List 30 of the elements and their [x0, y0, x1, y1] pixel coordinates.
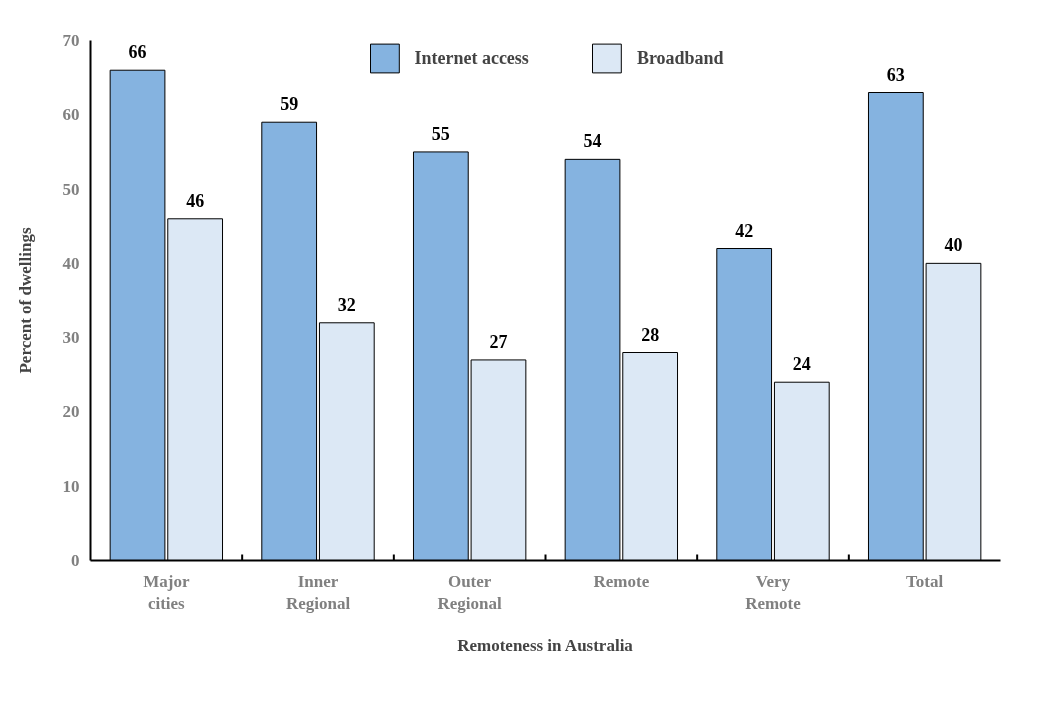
data-label: 59: [280, 94, 299, 115]
data-label: 40: [944, 235, 963, 256]
x-tick-label: Outer Regional: [437, 571, 503, 614]
x-tick-label: Total: [906, 571, 944, 591]
y-tick-label: 70: [62, 31, 80, 50]
data-label: 24: [792, 354, 811, 375]
data-label: 27: [489, 331, 508, 352]
legend-label: Broadband: [636, 47, 724, 69]
data-label: 46: [186, 190, 205, 211]
x-tick-label: Inner Regional: [285, 571, 351, 614]
legend-label: Internet access: [414, 47, 529, 69]
y-tick-label: 10: [62, 476, 80, 496]
x-tick-label: Very Remote: [745, 571, 802, 614]
y-tick-label: 0: [71, 551, 80, 570]
y-tick-label: 50: [62, 179, 80, 199]
y-axis-title: Percent of dwellings: [15, 227, 35, 374]
y-tick-label: 40: [62, 253, 80, 273]
x-tick-label: Remote: [593, 571, 650, 591]
y-tick-label: 60: [62, 105, 80, 125]
y-tick-label: 30: [62, 328, 80, 348]
y-tick-label: 20: [62, 402, 80, 422]
data-label: 66: [128, 42, 147, 63]
x-tick-label: Major cities: [143, 571, 190, 614]
data-label: 54: [583, 131, 602, 152]
data-label: 55: [431, 123, 450, 144]
data-label: 63: [886, 64, 905, 85]
data-label: 28: [641, 324, 660, 345]
x-axis-title: Remoteness in Australia: [457, 636, 634, 656]
data-label: 42: [735, 220, 754, 241]
data-label: 32: [337, 294, 356, 315]
